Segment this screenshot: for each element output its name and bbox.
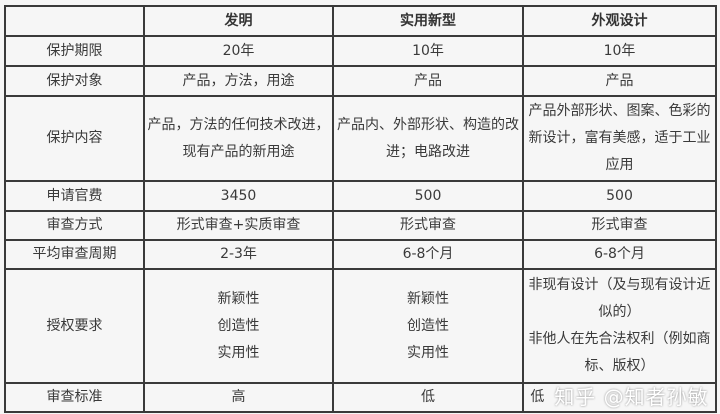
table-row: 保护对象 产品，方法，用途 产品 产品	[4, 65, 717, 97]
table-cell: 新颖性 创造性 实用性	[143, 268, 334, 384]
table-cell: 产品	[522, 65, 717, 97]
table-row: 平均审查周期 2-3年 6-8个月 6-8个月	[4, 239, 717, 270]
cell-text: 实用性	[407, 344, 449, 361]
cell-text: 20年	[222, 42, 255, 59]
table-cell: 新颖性 创造性 实用性	[332, 268, 524, 384]
table-cell: 500	[332, 180, 524, 212]
table-row: 保护期限 20年 10年 10年	[4, 35, 717, 67]
table-cell: 非现有设计（及与现有设计近似的） 非他人在先合法权利（例如商标、版权）	[522, 268, 717, 384]
table-cell: 产品	[332, 65, 524, 97]
header-row: 发明 实用新型 外观设计	[4, 5, 717, 37]
table-row: 授权要求 新颖性 创造性 实用性 新颖性 创造性 实用性 非现有设计（及与现有设计近似的） 非他…	[4, 268, 717, 384]
table-cell: 形式审查	[522, 210, 717, 241]
cell-text: 10年	[412, 42, 444, 59]
cell-text: 实用性	[217, 344, 260, 361]
cell-text: 3450	[220, 187, 257, 204]
table-cell: 产品外部形状、图案、色彩的新设计，富有美感，适于工业应用	[522, 95, 717, 182]
table-cell: 形式审查	[332, 210, 524, 241]
table-row: 审查方式 形式审查+实质审查 形式审查 形式审查	[4, 210, 717, 241]
cell-text: 高	[231, 389, 246, 405]
row-label: 保护对象	[4, 65, 145, 97]
header-cell: 实用新型	[332, 5, 524, 37]
patent-comparison-table: 发明 实用新型 外观设计 保护期限 20年 10年 10年 保护对象 产品，方法，用途 产品…	[4, 5, 717, 413]
header-cell: 发明	[143, 5, 334, 37]
cell-text: 产品内、外部形状、构造的改进；电路改进	[337, 116, 519, 160]
cell-text: 形式审查	[591, 217, 648, 233]
header-cell	[4, 5, 145, 37]
table-row: 申请官费 3450 500 500	[4, 180, 717, 212]
row-label: 保护内容	[4, 95, 145, 182]
table-cell: 产品内、外部形状、构造的改进；电路改进	[332, 95, 524, 182]
watermark: 知乎 @知者孙敏	[554, 385, 709, 409]
cell-text: 产品	[605, 72, 634, 89]
cell-text: 500	[606, 187, 633, 204]
row-label: 审查标准	[4, 382, 145, 413]
table-cell: 2-3年	[143, 239, 334, 270]
table-row: 保护内容 产品，方法的任何技术改进，现有产品的新用途 产品内、外部形状、构造的改进；…	[4, 95, 717, 182]
cell-text: 产品，方法的任何技术改进，现有产品的新用途	[147, 116, 330, 160]
cell-text: 产品外部形状、图案、色彩的新设计，富有美感，适于工业应用	[528, 103, 711, 173]
row-label: 授权要求	[4, 268, 145, 384]
table-cell: 6-8个月	[332, 239, 524, 270]
row-label: 审查方式	[4, 210, 145, 241]
table-cell: 产品，方法，用途	[143, 65, 334, 97]
table-cell: 20年	[143, 35, 334, 67]
cell-text: 形式审查	[400, 217, 456, 233]
table-row: 审查标准高低低知乎 @知者孙敏	[4, 382, 717, 413]
cell-text: 形式审查+实质审查	[176, 217, 301, 233]
cell-text: 500	[414, 187, 442, 204]
table-cell: 3450	[143, 180, 334, 212]
cell-text: 新颖性	[407, 290, 449, 307]
row-label: 保护期限	[4, 35, 145, 67]
cell-text: 低	[421, 389, 435, 405]
cell-text: 创造性	[407, 317, 449, 334]
table-cell: 10年	[332, 35, 524, 67]
cell-text: 非现有设计（及与现有设计近似的）	[528, 277, 711, 320]
cell-text: 6-8个月	[594, 246, 645, 262]
table-cell: 低知乎 @知者孙敏	[522, 382, 717, 413]
table-cell: 产品，方法的任何技术改进，现有产品的新用途	[143, 95, 334, 182]
table-cell: 低	[332, 382, 524, 413]
cell-text: 新颖性	[217, 290, 260, 307]
cell-text: 创造性	[217, 317, 260, 334]
row-label: 平均审查周期	[4, 239, 145, 270]
cell-text: 产品，方法，用途	[182, 72, 295, 89]
table-cell: 形式审查+实质审查	[143, 210, 334, 241]
cell-text: 2-3年	[220, 246, 257, 262]
cell-text: 低	[530, 389, 545, 405]
cell-text: 6-8个月	[402, 246, 454, 262]
cell-text: 非他人在先合法权利（例如商标、版权）	[528, 331, 711, 374]
table-cell: 10年	[522, 35, 717, 67]
table-cell: 6-8个月	[522, 239, 717, 270]
row-label: 申请官费	[4, 180, 145, 212]
cell-text: 产品	[414, 72, 442, 89]
last-cell-content: 低知乎 @知者孙敏	[526, 384, 713, 411]
table-cell: 500	[522, 180, 717, 212]
table-cell: 高	[143, 382, 334, 413]
header-cell: 外观设计	[522, 5, 717, 37]
cell-text: 10年	[603, 42, 636, 59]
